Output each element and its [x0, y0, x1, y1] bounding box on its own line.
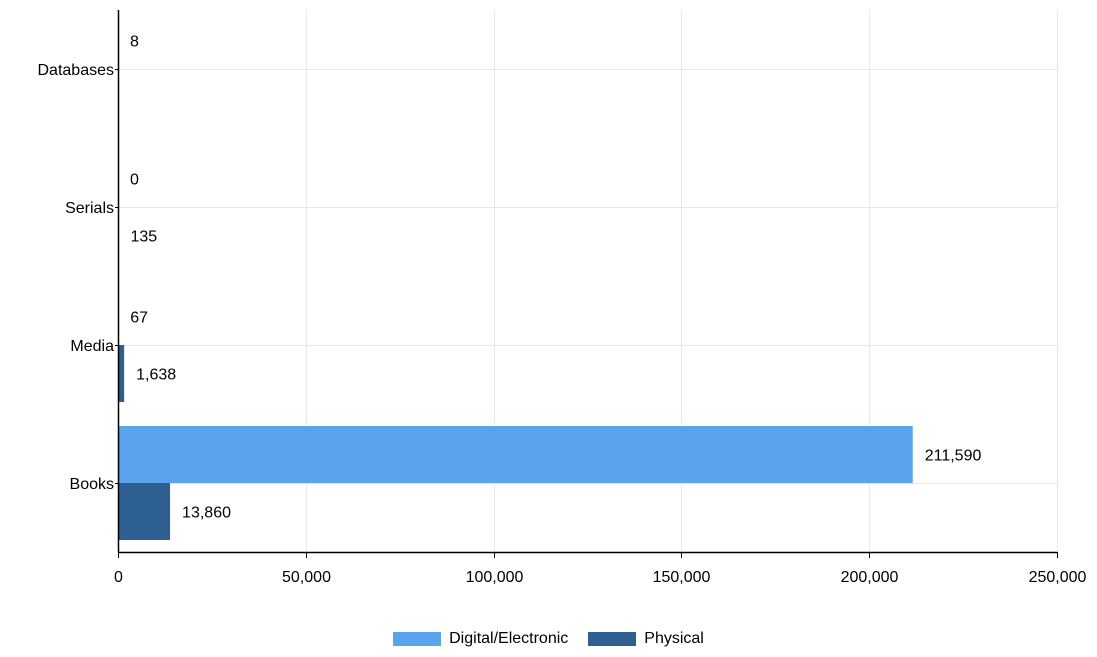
- legend-item-physical: Physical: [588, 630, 704, 648]
- data-label: 67: [130, 310, 148, 327]
- legend-swatch-digital: [393, 632, 442, 646]
- category-label-media: Media: [70, 338, 114, 355]
- legend-item-digital: Digital/Electronic: [393, 630, 568, 648]
- category-label-databases: Databases: [38, 62, 115, 79]
- legend-label-physical: Physical: [644, 630, 704, 647]
- bar-physical-books: [118, 483, 171, 540]
- legend-swatch-physical: [588, 632, 637, 646]
- category-label-books: Books: [70, 476, 114, 493]
- category-label-serials: Serials: [65, 200, 114, 217]
- data-label: 8: [130, 34, 139, 51]
- x-tick-label: 200,000: [841, 569, 899, 586]
- x-tick-label: 50,000: [282, 569, 331, 586]
- data-label: 0: [130, 172, 139, 189]
- x-tick-label: 250,000: [1029, 569, 1087, 586]
- bar-chart: 8 Databases 0 135 Serials 67 1,638 Media 211,590…: [38, 10, 1087, 586]
- x-tick-label: 0: [114, 569, 123, 586]
- bar-physical-media: [118, 345, 125, 402]
- x-tick-label: 150,000: [653, 569, 711, 586]
- data-label: 211,590: [925, 448, 982, 465]
- bar-digital-electronic-books: [118, 426, 913, 483]
- legend: Digital/Electronic Physical: [0, 630, 1097, 648]
- legend-label-digital: Digital/Electronic: [449, 630, 569, 647]
- data-label: 135: [131, 229, 158, 246]
- x-tick-label: 100,000: [466, 569, 524, 586]
- data-label: 1,638: [136, 367, 176, 384]
- data-label: 13,860: [182, 505, 231, 522]
